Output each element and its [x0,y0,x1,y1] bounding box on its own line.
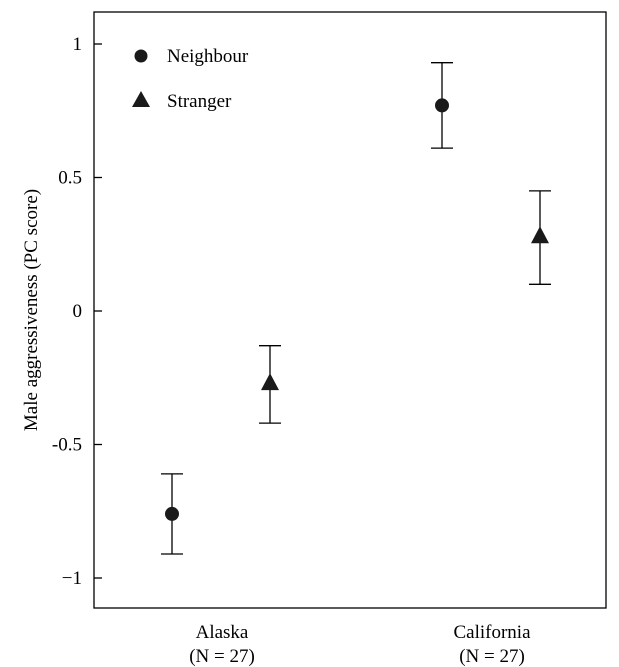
legend-neighbour-label: Neighbour [167,46,249,67]
y-tick-label: −1 [62,568,82,589]
category-label-alaska: Alaska [196,622,249,643]
y-tick-label: -0.5 [52,435,82,456]
category-n-label-california: (N = 27) [459,646,525,667]
data-points [161,62,551,555]
y-tick-label: 0.5 [58,168,82,189]
data-point-triangle [259,345,281,424]
marker-triangle [261,373,279,391]
category-n-label-alaska: (N = 27) [189,646,255,667]
category-label-california: California [453,622,531,643]
data-point-circle [161,473,183,555]
plot-frame [93,11,607,609]
data-point-triangle [529,190,551,285]
data-point-circle [431,62,453,149]
marker-circle [165,506,179,521]
legend: Neighbour Stranger [132,46,249,112]
legend-neighbour-marker [134,49,148,63]
y-axis-title: Male aggressiveness (PC score) [21,189,42,431]
y-tick-label: 1 [73,34,83,55]
marker-triangle [531,226,549,244]
marker-circle [435,98,449,113]
y-axis: 1 0.5 0 -0.5 −1 [52,34,102,589]
legend-stranger-marker [132,91,150,107]
y-tick-label: 0 [73,301,83,322]
legend-stranger-label: Stranger [167,91,232,112]
